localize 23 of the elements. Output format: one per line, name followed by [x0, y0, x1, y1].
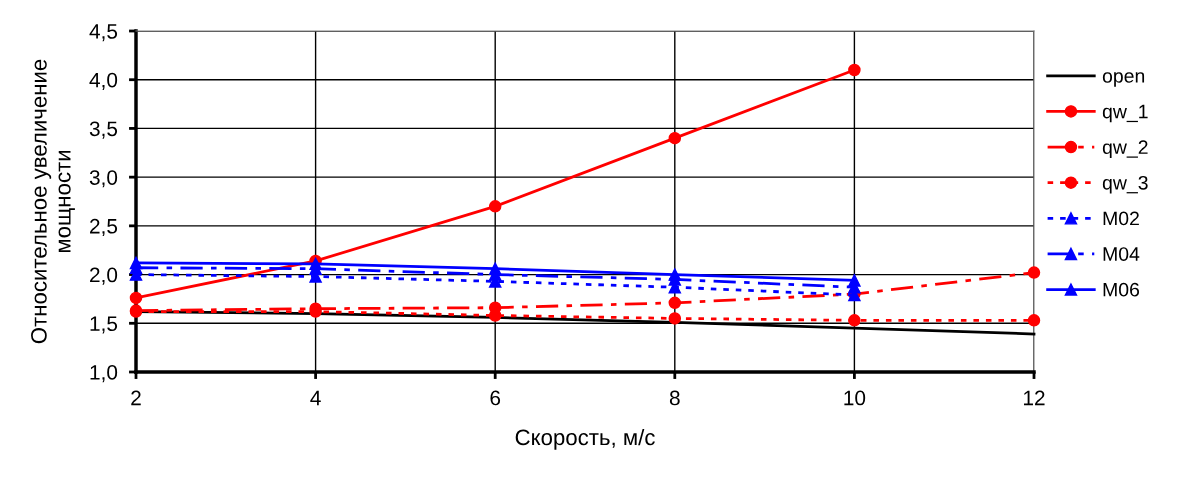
x-tick-label: 8	[669, 390, 680, 406]
legend-label: M06	[1103, 282, 1140, 297]
y-tick-label: 1,0	[90, 365, 118, 383]
legend-label: qw_1	[1102, 104, 1148, 123]
x-tick-label: 2	[131, 390, 141, 406]
y-tick-label: 3,5	[89, 121, 118, 139]
x-tick-label: 4	[310, 390, 321, 406]
y-tick-label: 3,0	[89, 170, 118, 188]
legend-label: qw_3	[1102, 175, 1148, 194]
y-tick-label: 4,5	[89, 24, 118, 42]
y-tick-label: 2,0	[90, 267, 118, 285]
x-tick-label: 10	[844, 390, 866, 406]
legend-label: open	[1102, 72, 1145, 87]
y-tick-label: 2,5	[90, 218, 118, 237]
legend-label: M04	[1103, 247, 1140, 261]
y-tick-label: 1,5	[90, 316, 118, 334]
y-axis-title: Относительное увеличение мощности	[31, 59, 75, 344]
x-tick-label: 12	[1024, 390, 1045, 406]
y-tick-label: 4,0	[89, 72, 118, 90]
x-tick-label: 6	[490, 390, 501, 406]
x-axis-title: Скорость, м/с	[515, 428, 655, 450]
legend-label: M02	[1103, 211, 1139, 226]
legend-label: qw_2	[1102, 140, 1148, 158]
